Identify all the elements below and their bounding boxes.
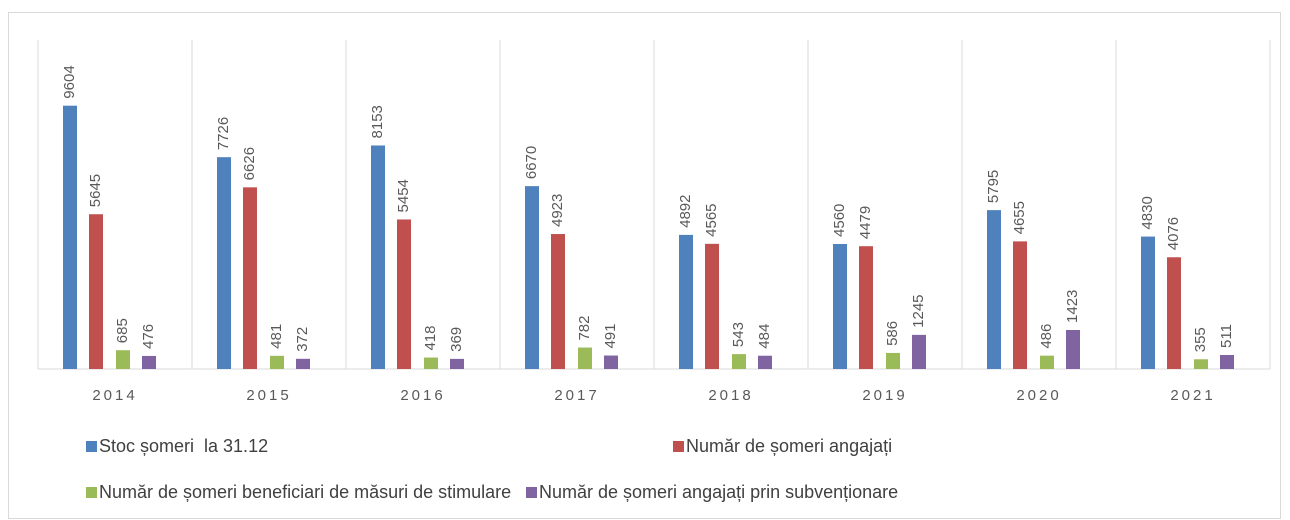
bar bbox=[89, 214, 103, 369]
data-label: 4923 bbox=[549, 194, 566, 227]
data-label: 685 bbox=[114, 318, 131, 343]
bar bbox=[705, 243, 719, 369]
bar bbox=[525, 186, 539, 369]
bar bbox=[758, 355, 772, 369]
bar bbox=[551, 234, 565, 369]
bar bbox=[833, 243, 847, 369]
data-label: 5454 bbox=[395, 179, 412, 212]
legend-swatch bbox=[673, 441, 684, 452]
data-label: 586 bbox=[884, 321, 901, 346]
data-label: 9604 bbox=[61, 65, 78, 98]
data-label: 491 bbox=[602, 324, 619, 349]
x-tick-label: 2019 bbox=[862, 387, 907, 404]
x-tick-label: 2018 bbox=[708, 387, 753, 404]
bar bbox=[424, 357, 438, 369]
bar bbox=[371, 145, 385, 369]
data-label: 484 bbox=[756, 324, 773, 349]
bar bbox=[859, 246, 873, 369]
data-label: 7726 bbox=[215, 117, 232, 150]
bar bbox=[1040, 355, 1054, 369]
data-label: 4565 bbox=[703, 203, 720, 236]
bar bbox=[886, 352, 900, 369]
data-label: 1245 bbox=[910, 294, 927, 327]
data-label: 782 bbox=[576, 316, 593, 341]
data-label: 5795 bbox=[985, 170, 1002, 203]
legend-label: Stoc șomeri la 31.12 bbox=[99, 436, 268, 456]
bar bbox=[1013, 241, 1027, 369]
x-tick-label: 2015 bbox=[246, 387, 291, 404]
data-label: 4892 bbox=[677, 195, 694, 228]
data-label: 6626 bbox=[241, 147, 258, 180]
legend-label: Număr de șomeri beneficiari de măsuri de… bbox=[99, 482, 511, 502]
bar bbox=[604, 355, 618, 369]
data-label: 4076 bbox=[1165, 217, 1182, 250]
legend-swatch bbox=[86, 441, 97, 452]
bar bbox=[1167, 257, 1181, 369]
bar bbox=[450, 358, 464, 369]
bar bbox=[1141, 236, 1155, 369]
legend-swatch bbox=[526, 487, 537, 498]
bar bbox=[142, 355, 156, 369]
data-label: 355 bbox=[1192, 327, 1209, 352]
bar bbox=[987, 210, 1001, 369]
legend-label: Număr de șomeri angajați prin subvențion… bbox=[539, 482, 898, 502]
data-label: 4655 bbox=[1011, 201, 1028, 234]
data-label: 481 bbox=[268, 324, 285, 349]
x-tick-label: 2020 bbox=[1016, 387, 1061, 404]
bar bbox=[397, 219, 411, 369]
data-label: 5645 bbox=[87, 174, 104, 207]
bar bbox=[270, 355, 284, 369]
data-label: 476 bbox=[140, 324, 157, 349]
data-label: 543 bbox=[730, 322, 747, 347]
data-label: 4560 bbox=[831, 204, 848, 237]
bar bbox=[578, 347, 592, 369]
x-tick-label: 2021 bbox=[1170, 387, 1215, 404]
bar bbox=[296, 358, 310, 369]
data-label: 511 bbox=[1218, 324, 1235, 348]
x-tick-label: 2014 bbox=[92, 387, 137, 404]
bar bbox=[1066, 329, 1080, 369]
data-label: 372 bbox=[294, 327, 311, 352]
data-label: 4479 bbox=[857, 206, 874, 239]
bar bbox=[732, 354, 746, 369]
x-tick-label: 2017 bbox=[554, 387, 599, 404]
data-label: 486 bbox=[1038, 324, 1055, 349]
bar bbox=[63, 105, 77, 369]
bar bbox=[679, 234, 693, 369]
bar bbox=[1220, 354, 1234, 369]
bar bbox=[217, 157, 231, 369]
data-label: 418 bbox=[422, 326, 439, 351]
legend-label: Număr de șomeri angajați bbox=[686, 436, 892, 456]
legend-swatch bbox=[86, 487, 97, 498]
bar bbox=[116, 350, 130, 369]
bar bbox=[1194, 359, 1208, 369]
bar bbox=[243, 187, 257, 369]
data-label: 369 bbox=[448, 327, 465, 352]
data-label: 8153 bbox=[369, 105, 386, 138]
x-tick-label: 2016 bbox=[400, 387, 445, 404]
data-label: 4830 bbox=[1139, 196, 1156, 229]
data-label: 6670 bbox=[523, 146, 540, 179]
bar bbox=[912, 334, 926, 369]
data-label: 1423 bbox=[1064, 290, 1081, 323]
